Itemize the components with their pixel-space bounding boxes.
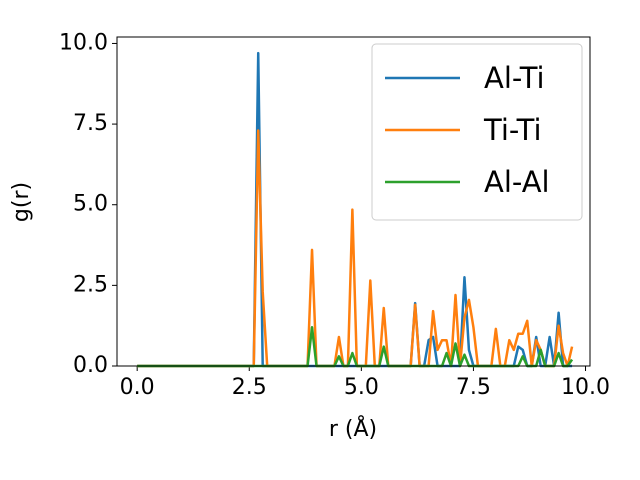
x-tick-label: 7.5	[456, 375, 491, 400]
x-axis-label: r (Å)	[329, 415, 377, 442]
legend-box	[371, 43, 583, 221]
y-tick-label: 2.5	[73, 272, 108, 297]
x-tick-label: 2.5	[232, 375, 267, 400]
y-tick-label: 5.0	[73, 192, 108, 217]
x-tick-label: 10.0	[561, 375, 610, 400]
legend-label: Al-Ti	[484, 61, 545, 95]
y-tick-label: 7.5	[73, 111, 108, 136]
legend-label: Ti-Ti	[483, 113, 542, 147]
y-tick-label: 0.0	[73, 353, 108, 378]
legend-label: Al-Al	[484, 165, 550, 199]
x-tick-label: 5.0	[344, 375, 379, 400]
x-tick-label: 0.0	[120, 375, 155, 400]
y-tick-label: 10.0	[59, 30, 108, 55]
plot-frame	[116, 36, 591, 367]
y-axis-label: g(r)	[9, 182, 34, 222]
